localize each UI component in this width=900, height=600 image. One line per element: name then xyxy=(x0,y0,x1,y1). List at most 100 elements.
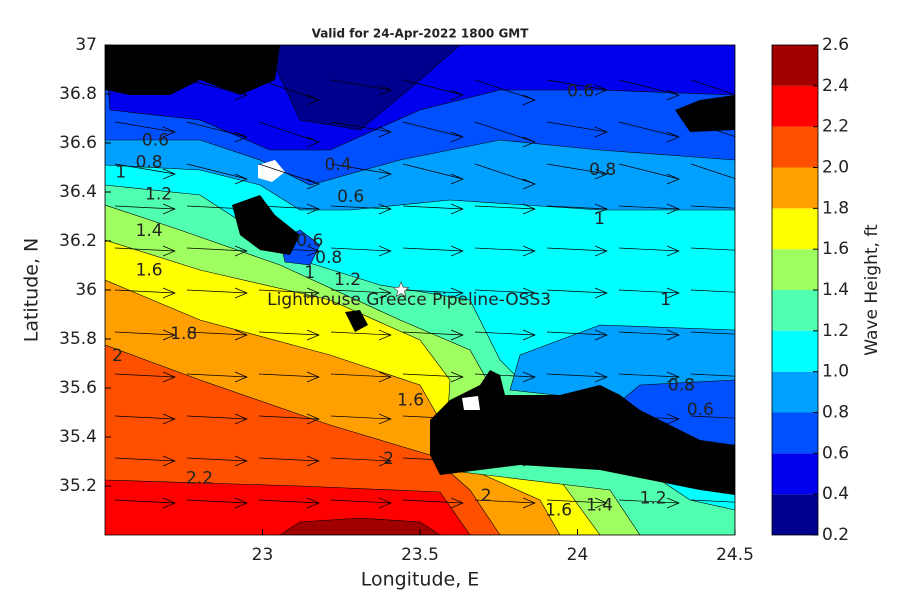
arrow xyxy=(258,245,320,257)
arrow xyxy=(330,371,392,383)
arrow xyxy=(474,371,536,383)
arrow xyxy=(258,121,320,148)
contour-label: 1.6 xyxy=(136,260,163,280)
arrow xyxy=(114,455,176,467)
land xyxy=(105,45,735,495)
arrow xyxy=(330,329,392,341)
station-label: Lighthouse Greece Pipeline-OSS3 xyxy=(267,290,551,310)
colorbar-band xyxy=(772,208,818,250)
contour-label: 1.6 xyxy=(545,501,572,521)
arrow xyxy=(258,203,320,215)
arrow xyxy=(186,329,248,341)
contour-label: 2 xyxy=(481,486,492,506)
arrow xyxy=(474,203,536,215)
arrow xyxy=(186,455,248,467)
arrow xyxy=(546,79,608,96)
arrow xyxy=(402,163,464,185)
arrow xyxy=(546,203,608,215)
contour-label: 0.8 xyxy=(136,153,163,173)
colorbar-band xyxy=(772,453,818,495)
arrow xyxy=(618,203,680,215)
colorbar-band xyxy=(772,290,818,331)
colorbar-tick-label: 2.6 xyxy=(822,35,849,55)
arrow xyxy=(690,415,735,419)
arrow xyxy=(618,163,680,185)
colorbar-tick-label: 0.2 xyxy=(822,525,849,545)
band xyxy=(509,324,735,401)
arrow xyxy=(402,203,464,215)
arrow xyxy=(546,371,608,383)
land xyxy=(430,370,735,495)
arrow xyxy=(546,163,608,180)
arrow xyxy=(258,79,320,106)
colorbar-band xyxy=(772,494,818,535)
arrow xyxy=(618,245,680,257)
colorbar-tick-label: 2.0 xyxy=(822,158,849,178)
arrow xyxy=(474,455,536,467)
colorbar-band xyxy=(772,45,818,86)
arrow xyxy=(186,163,248,185)
arrow xyxy=(474,79,536,106)
colorbar-tick-label: 1.4 xyxy=(822,280,849,300)
arrow xyxy=(402,79,464,101)
arrow xyxy=(114,121,176,138)
arrow xyxy=(186,371,248,383)
x-tick-label: 24 xyxy=(567,545,589,565)
arrow xyxy=(114,329,176,341)
arrow xyxy=(186,287,248,299)
arrow xyxy=(474,329,536,341)
arrow xyxy=(690,121,735,138)
colorbar-tick-label: 1.6 xyxy=(822,239,849,259)
contour-label: 0.8 xyxy=(589,160,616,180)
arrow xyxy=(474,163,536,190)
colorbar-tick-label: 1.8 xyxy=(822,198,849,218)
contour-label: 1.4 xyxy=(136,221,163,241)
arrow xyxy=(690,373,735,377)
contour-label: 1 xyxy=(594,209,605,229)
arrow xyxy=(690,247,735,251)
arrow xyxy=(258,163,320,190)
contour-label: 1.2 xyxy=(145,184,172,204)
arrow xyxy=(330,287,392,299)
land xyxy=(105,45,280,95)
current-arrows xyxy=(114,79,735,509)
contour-label: 1 xyxy=(304,263,315,283)
arrow xyxy=(402,497,464,509)
no-data xyxy=(258,160,285,182)
arrow xyxy=(618,371,680,383)
no-data xyxy=(462,396,480,410)
colorbar-band xyxy=(772,249,818,290)
band xyxy=(279,517,441,535)
arrow xyxy=(258,455,320,467)
arrow xyxy=(186,413,248,425)
contour-label: 0.8 xyxy=(668,376,695,396)
arrow xyxy=(114,371,176,383)
arrow xyxy=(690,79,735,96)
band xyxy=(264,45,461,131)
arrow xyxy=(474,121,536,148)
arrow xyxy=(258,413,320,425)
contour-label: 0.4 xyxy=(325,155,352,175)
arrow xyxy=(618,497,680,509)
land xyxy=(345,310,368,332)
contour-label: 0.6 xyxy=(567,82,594,102)
arrow xyxy=(330,455,392,467)
arrow xyxy=(330,203,392,215)
arrow xyxy=(690,289,735,293)
arrow xyxy=(546,329,608,341)
contour-label: 2 xyxy=(112,346,123,366)
arrow xyxy=(258,371,320,383)
arrow xyxy=(186,497,248,509)
y-tick-label: 35.4 xyxy=(59,427,97,447)
colorbar-band xyxy=(772,85,818,127)
contour-label: 1 xyxy=(660,290,671,310)
arrow xyxy=(474,287,536,299)
y-tick-label: 37 xyxy=(75,35,97,55)
contour-label: 0.6 xyxy=(337,187,364,207)
y-tick-label: 36.2 xyxy=(59,231,97,251)
arrow xyxy=(546,245,608,257)
contour-label: 1.4 xyxy=(586,496,613,516)
colorbar-band xyxy=(772,371,818,413)
arrow xyxy=(690,457,735,461)
y-tick-label: 36.4 xyxy=(59,182,97,202)
